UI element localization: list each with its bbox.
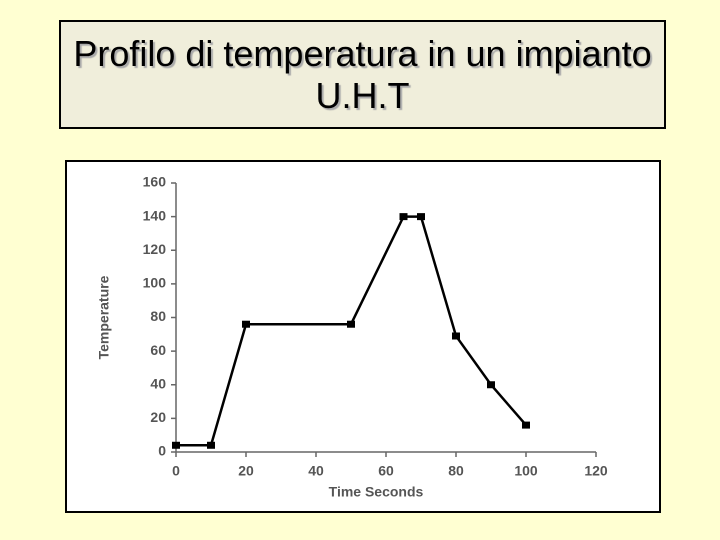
data-line bbox=[176, 215, 527, 447]
chart-box bbox=[65, 160, 661, 513]
x-tick-label: 80 bbox=[448, 463, 464, 479]
y-tick-label: 0 bbox=[158, 443, 166, 459]
x-axis-label: Time Seconds bbox=[329, 484, 424, 500]
data-point bbox=[242, 320, 250, 328]
y-axis-label: Temperature bbox=[96, 275, 112, 359]
chart-title: Profilo di temperatura in un impianto U.… bbox=[73, 32, 652, 116]
data-point bbox=[207, 441, 215, 449]
y-tick-label: 160 bbox=[143, 174, 167, 190]
data-point bbox=[417, 213, 425, 221]
data-point bbox=[487, 381, 495, 389]
x-tick-label: 60 bbox=[378, 463, 394, 479]
y-tick-label: 20 bbox=[150, 409, 166, 425]
data-point bbox=[172, 441, 180, 449]
x-tick-label: 0 bbox=[172, 463, 180, 479]
x-tick-label: 20 bbox=[238, 463, 254, 479]
y-tick-label: 60 bbox=[150, 342, 166, 358]
data-point bbox=[399, 213, 408, 221]
x-tick-label: 120 bbox=[584, 463, 608, 479]
x-tick-label: 100 bbox=[514, 463, 538, 479]
y-tick-label: 100 bbox=[143, 275, 167, 291]
x-tick-label: 40 bbox=[308, 463, 324, 479]
y-tick-label: 40 bbox=[150, 375, 166, 391]
data-point bbox=[522, 421, 530, 429]
y-tick-label: 80 bbox=[150, 308, 166, 324]
title-box: Profilo di temperatura in un impianto U.… bbox=[59, 20, 666, 129]
data-point bbox=[452, 332, 460, 340]
y-tick-label: 120 bbox=[143, 241, 167, 257]
y-tick-label: 140 bbox=[143, 207, 167, 223]
data-point bbox=[347, 320, 355, 328]
